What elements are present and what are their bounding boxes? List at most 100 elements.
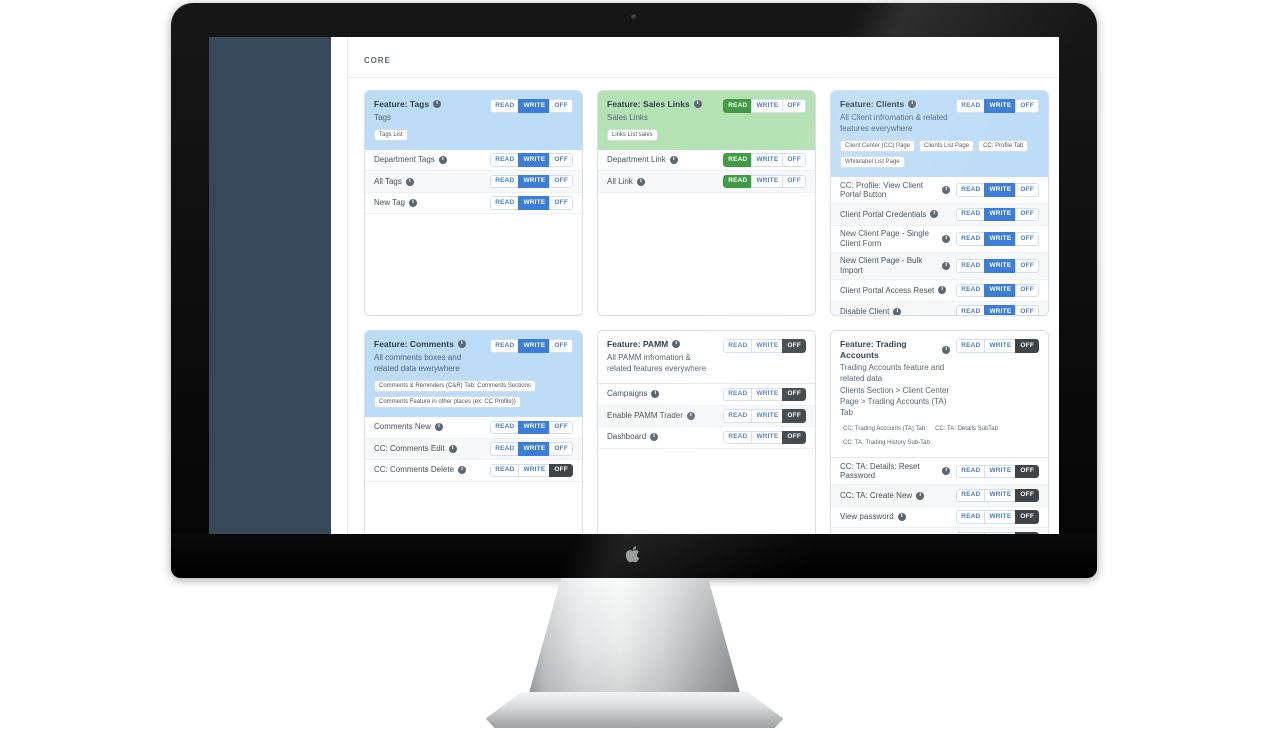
toggle-option-write[interactable]: WRITE — [984, 207, 1016, 222]
toggle-option-off[interactable]: OFF — [782, 174, 806, 189]
toggle-option-write[interactable]: WRITE — [984, 183, 1016, 197]
toggle-option-off[interactable]: OFF — [549, 339, 573, 353]
info-icon[interactable] — [438, 155, 447, 165]
permission-toggle-trading-accounts-row-1[interactable]: READ WRITE OFF — [956, 488, 1039, 503]
info-icon[interactable] — [893, 307, 902, 315]
permission-toggle-tags-header[interactable]: READ WRITE OFF — [490, 99, 573, 113]
toggle-option-read[interactable]: READ — [723, 153, 752, 167]
info-icon[interactable] — [942, 185, 951, 195]
toggle-option-off[interactable]: OFF — [549, 174, 573, 189]
toggle-option-off[interactable]: OFF — [1015, 464, 1039, 479]
toggle-option-read[interactable]: READ — [723, 99, 752, 113]
info-icon[interactable] — [942, 345, 951, 354]
toggle-option-write[interactable]: WRITE — [984, 99, 1016, 113]
permission-toggle-sales-links-header[interactable]: READ WRITE OFF — [723, 99, 806, 113]
permission-toggle-clients-row-5[interactable]: READ WRITE OFF — [956, 305, 1039, 315]
toggle-option-read[interactable]: READ — [956, 183, 985, 197]
toggle-option-off[interactable]: OFF — [549, 420, 573, 434]
permission-toggle-clients-row-3[interactable]: READ WRITE OFF — [956, 259, 1039, 273]
toggle-option-write[interactable]: WRITE — [751, 387, 783, 401]
info-icon[interactable] — [942, 261, 951, 270]
toggle-option-off[interactable]: OFF — [782, 387, 806, 401]
toggle-option-off[interactable]: OFF — [1015, 305, 1039, 315]
toggle-option-read[interactable]: READ — [723, 430, 752, 444]
toggle-option-write[interactable]: WRITE — [518, 463, 550, 477]
permission-toggle-comments-row-2[interactable]: READ WRITE OFF — [490, 463, 573, 477]
toggle-option-write[interactable]: WRITE — [518, 442, 550, 456]
info-icon[interactable] — [636, 177, 645, 186]
permission-toggle-pamm-header[interactable]: READ WRITE OFF — [723, 339, 806, 353]
info-icon[interactable] — [908, 99, 917, 109]
info-icon[interactable] — [942, 234, 951, 243]
toggle-option-read[interactable]: READ — [490, 420, 519, 434]
toggle-option-write[interactable]: WRITE — [518, 196, 550, 210]
toggle-option-write[interactable]: WRITE — [984, 283, 1016, 298]
info-icon[interactable] — [433, 99, 442, 109]
permission-toggle-trading-accounts-header[interactable]: READ WRITE OFF — [956, 339, 1039, 353]
toggle-option-write[interactable]: WRITE — [984, 510, 1016, 524]
toggle-option-write[interactable]: WRITE — [984, 259, 1016, 273]
toggle-option-read[interactable]: READ — [723, 409, 752, 423]
info-icon[interactable] — [930, 209, 939, 219]
info-icon[interactable] — [457, 339, 466, 349]
toggle-option-off[interactable]: OFF — [782, 430, 806, 444]
permission-toggle-clients-row-0[interactable]: READ WRITE OFF — [956, 183, 1039, 197]
permission-toggle-clients-row-1[interactable]: READ WRITE OFF — [956, 207, 1039, 222]
toggle-option-off[interactable]: OFF — [782, 409, 806, 423]
permission-toggle-clients-header[interactable]: READ WRITE OFF — [956, 99, 1039, 113]
info-icon[interactable] — [916, 491, 925, 500]
permission-toggle-pamm-row-1[interactable]: READ WRITE OFF — [723, 409, 806, 423]
toggle-option-write[interactable]: WRITE — [751, 409, 783, 423]
toggle-option-read[interactable]: READ — [490, 442, 519, 456]
permission-toggle-trading-accounts-row-2[interactable]: READ WRITE OFF — [956, 510, 1039, 524]
toggle-option-write[interactable]: WRITE — [518, 153, 550, 167]
toggle-option-off[interactable]: OFF — [1015, 283, 1039, 298]
toggle-option-write[interactable]: WRITE — [751, 153, 783, 167]
toggle-option-off[interactable]: OFF — [1015, 510, 1039, 524]
toggle-option-read[interactable]: READ — [956, 259, 985, 273]
toggle-option-off[interactable]: OFF — [549, 99, 573, 113]
toggle-option-read[interactable]: READ — [723, 387, 752, 401]
info-icon[interactable] — [408, 198, 417, 208]
toggle-option-read[interactable]: READ — [956, 339, 985, 353]
info-icon[interactable] — [938, 285, 947, 295]
toggle-option-read[interactable]: READ — [956, 510, 985, 524]
toggle-option-write[interactable]: WRITE — [984, 232, 1016, 246]
permission-toggle-sales-links-row-0[interactable]: READ WRITE OFF — [723, 153, 806, 167]
toggle-option-write[interactable]: WRITE — [751, 174, 783, 189]
toggle-option-read[interactable]: READ — [490, 339, 519, 353]
toggle-option-read[interactable]: READ — [723, 339, 752, 353]
toggle-option-off[interactable]: OFF — [782, 339, 806, 353]
info-icon[interactable] — [448, 444, 457, 453]
permission-toggle-clients-row-4[interactable]: READ WRITE OFF — [956, 283, 1039, 298]
info-icon[interactable] — [669, 155, 678, 165]
toggle-option-write[interactable]: WRITE — [518, 339, 550, 353]
toggle-option-write[interactable]: WRITE — [518, 174, 550, 189]
toggle-option-write[interactable]: WRITE — [518, 420, 550, 434]
permission-toggle-pamm-row-0[interactable]: READ WRITE OFF — [723, 387, 806, 401]
toggle-option-read[interactable]: READ — [956, 464, 985, 479]
permission-toggle-comments-header[interactable]: READ WRITE OFF — [490, 339, 573, 353]
permission-toggle-tags-row-0[interactable]: READ WRITE OFF — [490, 153, 573, 167]
toggle-option-off[interactable]: OFF — [1015, 183, 1039, 197]
toggle-option-read[interactable]: READ — [956, 207, 985, 222]
toggle-option-off[interactable]: OFF — [1015, 207, 1039, 222]
toggle-option-read[interactable]: READ — [490, 463, 519, 477]
sidebar-nav[interactable] — [209, 37, 331, 536]
info-icon[interactable] — [693, 99, 702, 109]
info-icon[interactable] — [686, 411, 695, 420]
permission-toggle-comments-row-1[interactable]: READ WRITE OFF — [490, 442, 573, 456]
toggle-option-read[interactable]: READ — [490, 99, 519, 113]
toggle-option-off[interactable]: OFF — [1015, 488, 1039, 503]
toggle-option-read[interactable]: READ — [956, 99, 985, 113]
toggle-option-read[interactable]: READ — [956, 305, 985, 315]
toggle-option-read[interactable]: READ — [956, 283, 985, 298]
toggle-option-read[interactable]: READ — [490, 174, 519, 189]
toggle-option-off[interactable]: OFF — [1015, 232, 1039, 246]
toggle-option-write[interactable]: WRITE — [751, 430, 783, 444]
toggle-option-read[interactable]: READ — [490, 153, 519, 167]
toggle-option-off[interactable]: OFF — [549, 463, 573, 477]
permission-toggle-trading-accounts-row-0[interactable]: READ WRITE OFF — [956, 464, 1039, 479]
toggle-option-off[interactable]: OFF — [1015, 339, 1039, 353]
toggle-option-write[interactable]: WRITE — [984, 464, 1016, 479]
